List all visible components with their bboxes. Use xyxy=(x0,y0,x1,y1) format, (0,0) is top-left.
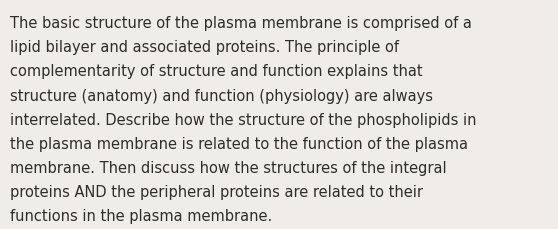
Text: The basic structure of the plasma membrane is comprised of a: The basic structure of the plasma membra… xyxy=(10,16,472,31)
Text: functions in the plasma membrane.: functions in the plasma membrane. xyxy=(10,208,272,223)
Text: complementarity of structure and function explains that: complementarity of structure and functio… xyxy=(10,64,422,79)
Text: proteins AND the peripheral proteins are related to their: proteins AND the peripheral proteins are… xyxy=(10,184,423,199)
Text: the plasma membrane is related to the function of the plasma: the plasma membrane is related to the fu… xyxy=(10,136,468,151)
Text: lipid bilayer and associated proteins. The principle of: lipid bilayer and associated proteins. T… xyxy=(10,40,399,55)
Text: structure (anatomy) and function (physiology) are always: structure (anatomy) and function (physio… xyxy=(10,88,433,103)
Text: interrelated. Describe how the structure of the phospholipids in: interrelated. Describe how the structure… xyxy=(10,112,477,127)
Text: membrane. Then discuss how the structures of the integral: membrane. Then discuss how the structure… xyxy=(10,160,446,175)
